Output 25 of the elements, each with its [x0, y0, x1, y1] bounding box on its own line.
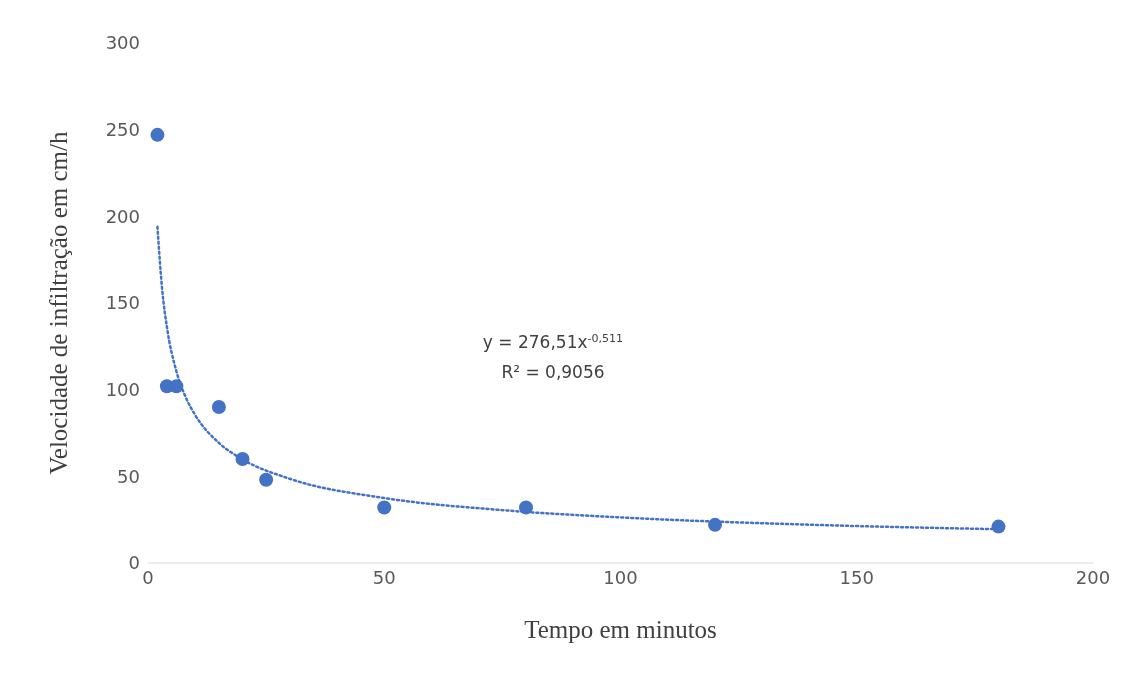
- x-tick-label: 50: [372, 566, 396, 588]
- point: [991, 519, 1006, 534]
- y-tick-label: 200: [105, 205, 140, 227]
- annotation: R² = 0,9056: [501, 362, 605, 382]
- x-tick-label: 200: [1075, 566, 1111, 588]
- point: [150, 127, 165, 142]
- point: [235, 452, 250, 466]
- x-tick-label: 0: [142, 566, 154, 588]
- y-tick-label: 150: [105, 292, 140, 314]
- y-axis-title: Velocidade de infiltração em cm/h: [44, 131, 72, 475]
- y-tick-label: 50: [117, 465, 140, 487]
- y-tick-label: 250: [105, 119, 140, 141]
- y-tick-label: 300: [105, 32, 140, 54]
- point: [211, 400, 226, 414]
- x-tick-label: 150: [839, 566, 874, 588]
- point: [259, 472, 274, 487]
- annotation: y = 276,51x$^{-0,511}$: [482, 331, 624, 352]
- y-tick-label: 100: [105, 379, 140, 401]
- point: [708, 517, 722, 532]
- point: [519, 500, 533, 515]
- x-tick-label: 100: [603, 566, 638, 588]
- point: [169, 379, 184, 394]
- point: [377, 500, 392, 515]
- y-tick-label: 0: [128, 552, 140, 574]
- x-axis-title: Tempo em minutos: [524, 616, 717, 643]
